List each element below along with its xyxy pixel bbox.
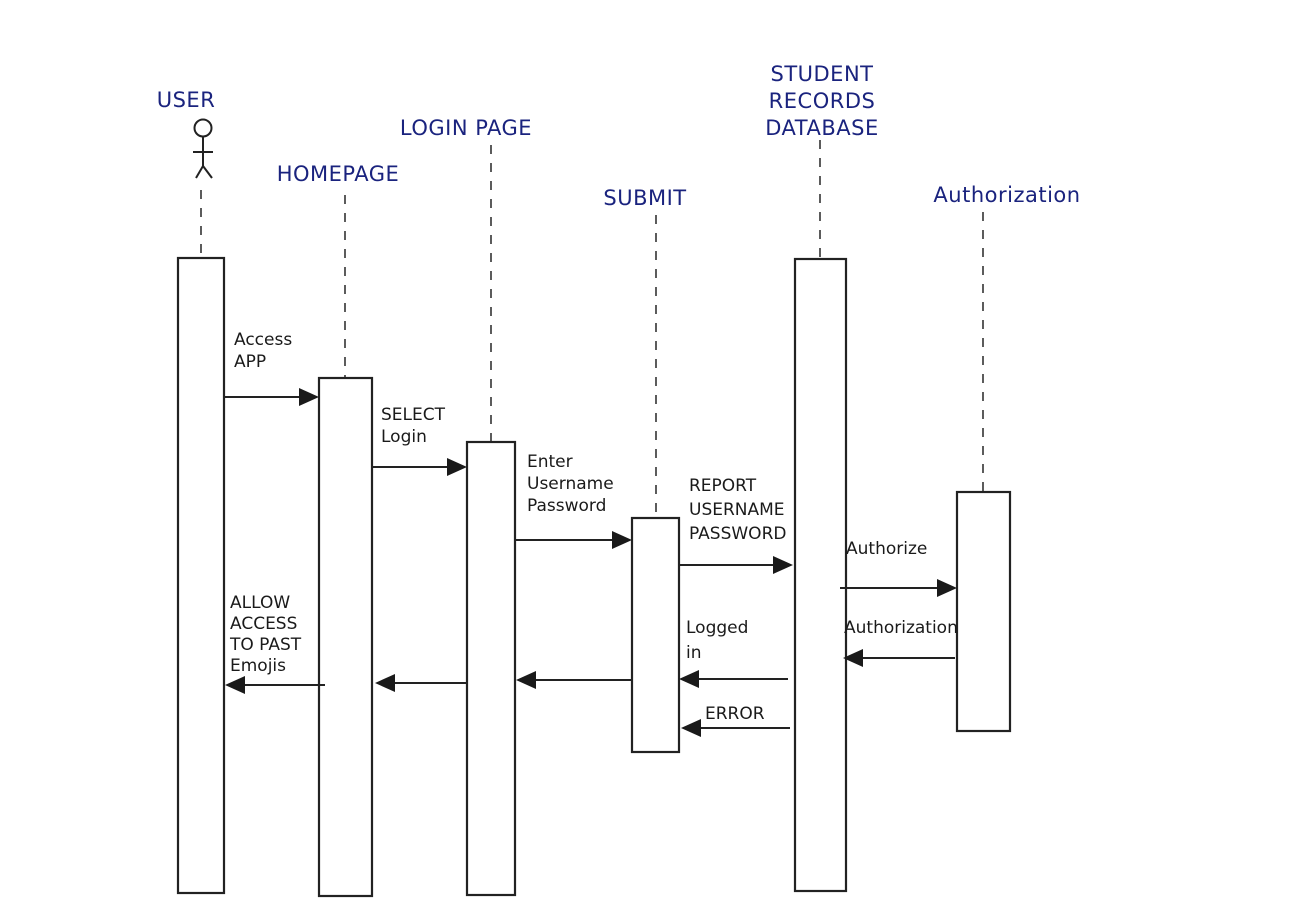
arrowhead-icon bbox=[937, 579, 957, 597]
activation-box-database bbox=[793, 257, 848, 893]
participant-database: STUDENT RECORDS DATABASE bbox=[765, 62, 878, 893]
participant-label-database: RECORDS bbox=[769, 89, 876, 113]
arrowhead-icon bbox=[843, 649, 863, 667]
participant-user: USER bbox=[157, 88, 226, 895]
participant-label-database: STUDENT bbox=[770, 62, 873, 86]
participant-label-user: USER bbox=[157, 88, 216, 112]
message-label-access-app: Access bbox=[234, 330, 292, 350]
participant-label-authorization: Authorization bbox=[933, 183, 1080, 207]
message-authorize: Authorize bbox=[840, 539, 957, 597]
message-return-to-homepage bbox=[375, 674, 467, 692]
message-label-select-login: Login bbox=[381, 427, 427, 447]
message-label-report-credentials: PASSWORD bbox=[689, 524, 786, 544]
message-label-report-credentials: REPORT bbox=[689, 476, 757, 496]
arrowhead-icon bbox=[447, 458, 467, 476]
message-label-report-credentials: USERNAME bbox=[689, 500, 785, 520]
message-label-allow-access: ALLOW bbox=[230, 593, 290, 613]
arrowhead-icon bbox=[612, 531, 632, 549]
message-label-allow-access: ACCESS bbox=[230, 614, 297, 634]
participant-homepage: HOMEPAGE bbox=[277, 162, 400, 898]
arrowhead-icon bbox=[375, 674, 395, 692]
arrowhead-icon bbox=[679, 670, 699, 688]
arrowhead-icon bbox=[681, 719, 701, 737]
participant-authorization: Authorization bbox=[933, 183, 1080, 733]
activation-box-authorization bbox=[955, 490, 1012, 733]
participant-submit: SUBMIT bbox=[603, 186, 686, 754]
participant-loginpage: LOGIN PAGE bbox=[400, 116, 532, 897]
message-authorization-return: Authorization bbox=[843, 618, 958, 667]
activation-box-submit bbox=[630, 516, 681, 754]
participant-label-database: DATABASE bbox=[765, 116, 878, 140]
message-error: ERROR bbox=[681, 704, 790, 737]
participant-label-submit: SUBMIT bbox=[603, 186, 686, 210]
message-label-enter-credentials: Username bbox=[527, 474, 614, 494]
message-label-enter-credentials: Password bbox=[527, 496, 606, 516]
activation-box-loginpage bbox=[465, 440, 517, 897]
message-label-authorization-return: Authorization bbox=[844, 618, 958, 638]
actor-icon bbox=[193, 118, 213, 179]
message-label-logged-in: in bbox=[686, 643, 702, 663]
message-label-allow-access: TO PAST bbox=[229, 635, 302, 655]
message-label-error: ERROR bbox=[705, 704, 765, 724]
participant-label-loginpage: LOGIN PAGE bbox=[400, 116, 532, 140]
message-label-access-app: APP bbox=[234, 352, 266, 372]
activation-box-homepage bbox=[317, 376, 374, 898]
arrowhead-icon bbox=[299, 388, 319, 406]
message-report-credentials: REPORT USERNAME PASSWORD bbox=[679, 476, 793, 574]
arrowhead-icon bbox=[773, 556, 793, 574]
message-logged-in: Logged in bbox=[679, 618, 788, 688]
message-return-to-login bbox=[516, 671, 632, 689]
message-label-logged-in: Logged bbox=[686, 618, 748, 638]
message-label-allow-access: Emojis bbox=[230, 656, 286, 676]
arrowhead-icon bbox=[516, 671, 536, 689]
message-label-enter-credentials: Enter bbox=[527, 452, 573, 472]
activation-box-user bbox=[176, 256, 226, 895]
message-label-authorize: Authorize bbox=[846, 539, 927, 559]
message-label-select-login: SELECT bbox=[381, 405, 446, 425]
arrowhead-icon bbox=[225, 676, 245, 694]
participant-label-homepage: HOMEPAGE bbox=[277, 162, 400, 186]
